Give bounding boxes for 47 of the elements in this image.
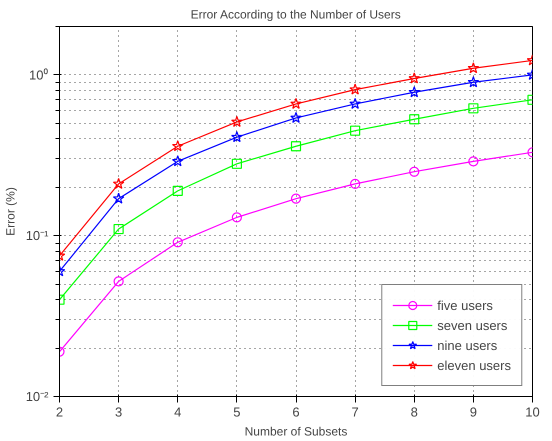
y-tick-label: 10⁻² [26,389,50,404]
point [290,141,302,152]
point [468,76,480,88]
point [468,156,478,166]
legend-label: seven users [437,318,508,332]
point [290,194,302,204]
point [232,158,242,169]
y-axis-title: Error (%) [4,187,18,236]
point [112,178,124,189]
point [114,224,124,234]
y-tick-label: 10⁰ [29,67,49,82]
point [290,98,302,109]
x-tick-label: 7 [352,404,359,420]
x-tick-label: 8 [410,404,418,420]
point [408,86,420,98]
point [350,178,360,189]
point [231,116,243,127]
point [468,62,480,74]
legend-label: eleven users [437,358,511,372]
point [409,114,420,124]
point [468,103,478,114]
x-tick-label: 9 [470,404,477,420]
x-tick-label: 3 [115,404,122,420]
point [349,84,361,95]
point [172,155,184,166]
chart-title: Error According to the Number of Users [190,8,401,22]
x-tick-label: 10 [525,404,540,420]
x-tick-label: 4 [174,404,182,420]
point [114,276,124,286]
point [350,126,360,136]
x-axis-title: Number of Subsets [244,424,348,438]
point [172,237,183,248]
point [409,166,420,177]
legend-label: nine users [437,338,498,352]
point [172,140,184,152]
point [349,98,361,109]
point [290,112,302,123]
x-tick-label: 2 [56,404,64,420]
point [172,186,183,196]
x-tick-label: 5 [233,404,240,420]
point [408,72,420,84]
point [232,212,242,222]
point [231,131,243,142]
legend-label: five users [437,298,493,312]
x-tick-label: 6 [292,404,300,420]
y-tick-label: 10⁻¹ [26,228,50,244]
point [112,192,124,204]
